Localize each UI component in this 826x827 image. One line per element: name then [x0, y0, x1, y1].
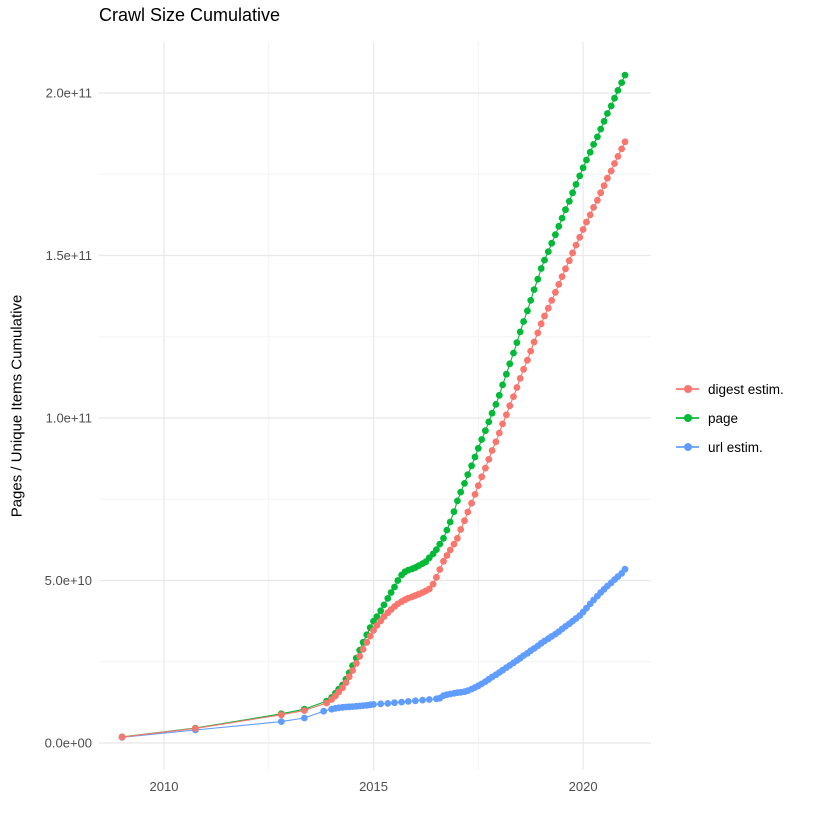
legend: digest estim. page url estim.	[676, 378, 784, 458]
legend-key-icon	[676, 436, 699, 458]
legend-item-digest-estim: digest estim.	[676, 378, 784, 400]
svg-text:0.0e+00: 0.0e+00	[45, 736, 92, 751]
svg-text:2020: 2020	[569, 779, 598, 794]
legend-key-icon	[676, 378, 699, 400]
svg-text:5.0e+10: 5.0e+10	[45, 573, 92, 588]
legend-item-url-estim: url estim.	[676, 436, 784, 458]
svg-text:2015: 2015	[359, 779, 388, 794]
legend-label: url estim.	[708, 439, 763, 455]
y-axis-title: Pages / Unique Items Cumulative	[8, 294, 26, 518]
svg-text:1.0e+11: 1.0e+11	[46, 411, 92, 426]
svg-text:2010: 2010	[150, 779, 179, 794]
legend-label: digest estim.	[708, 381, 784, 397]
svg-text:2.0e+11: 2.0e+11	[46, 86, 92, 101]
svg-text:1.5e+11: 1.5e+11	[46, 248, 92, 263]
chart-title: Crawl Size Cumulative	[99, 5, 281, 25]
legend-key-icon	[676, 407, 699, 429]
legend-label: page	[708, 410, 739, 426]
legend-item-page: page	[676, 407, 784, 429]
